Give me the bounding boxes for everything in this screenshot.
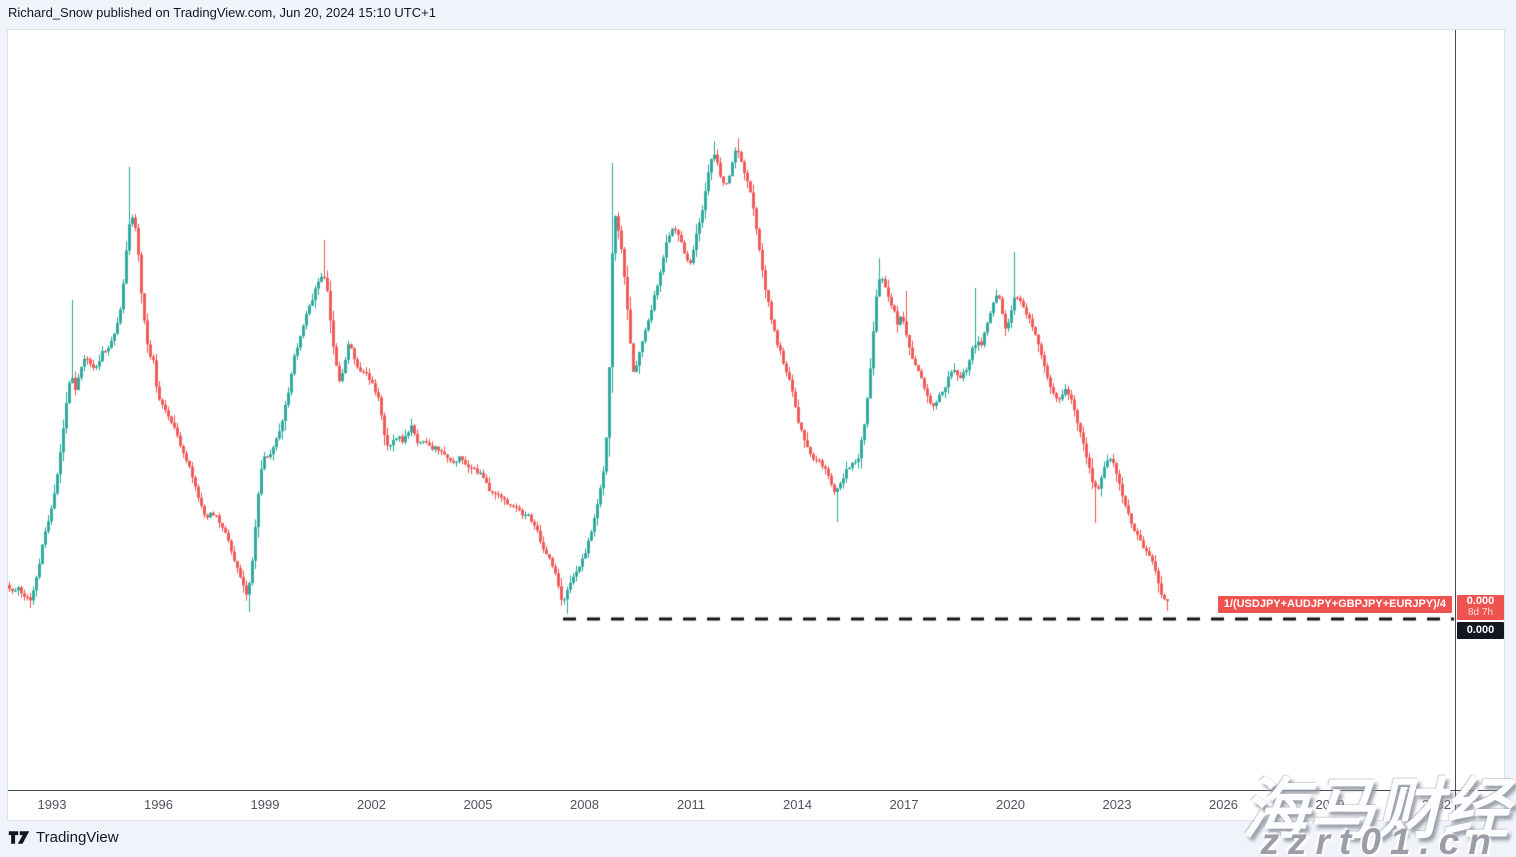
series-name-label[interactable]: 1/(USDJPY+AUDJPY+GBPJPY+EURJPY)/4 [1217,596,1452,613]
last-price-value: 0.000 [1466,595,1495,607]
x-axis-tick-1993: 1993 [37,797,67,812]
x-axis-tick-2032: 2032 [1422,797,1451,812]
x-axis-tick-2014: 2014 [783,797,812,812]
watermark-url: zzrt01.cn [1260,821,1500,857]
tradingview-brand[interactable]: TradingView [36,829,119,846]
x-axis-tick-1999: 1999 [250,797,280,812]
x-axis-tick-2020: 2020 [996,797,1025,812]
price-axis-separator [1455,30,1456,820]
published-attribution: Richard_Snow published on TradingView.co… [8,5,436,20]
chart-panel: 1993 1996 1999 2002 2005 2008 2011 2014 2017 2020… [8,30,1504,820]
time-axis-separator [8,790,1504,791]
x-axis-tick-2017: 2017 [889,797,919,812]
footer: TradingView [8,829,119,846]
x-axis-tick-2008: 2008 [570,797,599,812]
x-axis-tick-2005: 2005 [463,797,493,812]
candlestick-chart[interactable] [8,30,1455,790]
x-axis-tick-2023: 2023 [1102,797,1132,812]
x-axis-tick-2011: 2011 [677,797,705,812]
x-axis-tick-2026: 2026 [1209,797,1238,812]
support-price-value: 0.000 [1466,624,1495,636]
x-axis-tick-2002: 2002 [357,797,386,812]
watermark-chinese: 海马财经 [1242,772,1510,846]
last-price-label: 0.000 8d 7h [1457,595,1504,620]
tradingview-logo-icon[interactable] [8,829,30,846]
bar-countdown: 8d 7h [1467,607,1494,618]
support-line-price-label: 0.000 [1457,622,1504,639]
x-axis-tick-2029: 2029 [1315,797,1345,812]
x-axis-tick-1996: 1996 [144,797,173,812]
header: Richard_Snow published on TradingView.co… [8,5,436,20]
